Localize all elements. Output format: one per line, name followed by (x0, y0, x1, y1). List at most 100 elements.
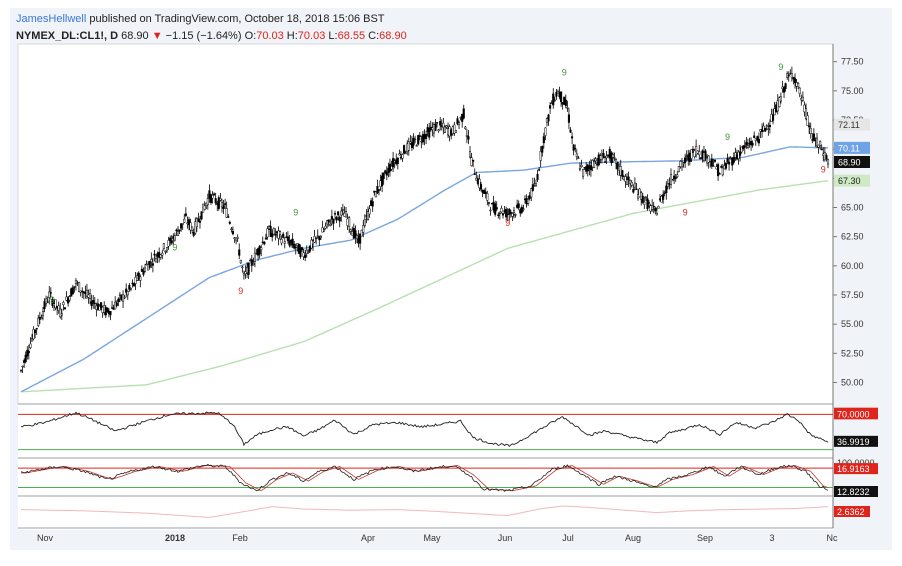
candle-body (574, 148, 577, 150)
author-link[interactable]: JamesHellwell (16, 13, 87, 25)
candle-body (616, 162, 619, 170)
open-value: 70.03 (256, 30, 284, 42)
candle-body (231, 230, 235, 235)
candle-body (751, 142, 754, 146)
candle-body (555, 91, 558, 97)
x-tick-label: 2018 (165, 533, 185, 543)
candle-body (415, 145, 418, 147)
x-tick-label: May (423, 533, 441, 543)
osc-pane[interactable]: 2.6362 (21, 505, 870, 518)
stoch-upper-label: 100.0000 (837, 458, 875, 468)
price-badge-label: 70.11 (838, 143, 860, 153)
candle-body (575, 153, 578, 157)
candle-body (512, 210, 516, 213)
candle-body (59, 308, 62, 318)
price-axis[interactable]: 77.5075.0072.5070.0067.5065.0062.5060.00… (833, 57, 870, 388)
candle-body (208, 190, 211, 199)
candle-body (385, 172, 388, 176)
stoch-k-badge (834, 463, 878, 475)
candle-body (414, 138, 417, 141)
candle-body (123, 296, 126, 299)
candle-body (468, 151, 472, 158)
candle-body (382, 172, 385, 180)
x-tick-label: 3 (769, 533, 774, 543)
y-tick-label: 62.50 (841, 232, 864, 242)
candle-body (478, 178, 481, 189)
candle-body (89, 293, 92, 299)
x-tick-label: Jul (562, 533, 574, 543)
candle-body (666, 183, 669, 187)
rsi-overbought-fill (72, 412, 80, 415)
candle-body (651, 204, 654, 210)
candle-body (169, 237, 172, 241)
y-tick-label: 60.00 (841, 261, 864, 271)
symbol-name[interactable]: NYMEX_DL:CL1!, D (16, 30, 119, 42)
candle-body (403, 145, 406, 154)
candle-body (517, 203, 520, 208)
candle-body (819, 141, 822, 146)
candle-body (178, 229, 181, 232)
candle-body (484, 191, 487, 194)
candle-body (93, 302, 96, 305)
candle-body (46, 301, 49, 303)
candle-body (137, 272, 140, 280)
low-label: L: (328, 30, 338, 42)
candle-body (100, 302, 103, 308)
candle-body (790, 73, 793, 79)
candle-body (180, 223, 183, 229)
candle-body (412, 137, 415, 146)
candle-body (695, 145, 698, 156)
candle-body (753, 135, 756, 138)
candle-body (34, 330, 37, 334)
candle-body (142, 270, 145, 275)
candle-body (676, 174, 679, 177)
candle-body (359, 233, 362, 244)
candle-body (757, 139, 760, 144)
candle-body (206, 198, 209, 206)
candle-body (209, 194, 213, 203)
x-tick-label: Nc (827, 533, 838, 543)
rsi-level-badge-label: 70.0000 (837, 409, 870, 419)
candle-body (698, 151, 701, 156)
y-tick-label: 77.50 (841, 57, 864, 67)
candle-body (501, 213, 505, 216)
sequential-count-label: 9 (505, 218, 510, 228)
candle-body (577, 157, 580, 159)
candle-body (54, 299, 57, 308)
candle-body (48, 291, 51, 298)
candle-body (272, 228, 275, 235)
open-label: O: (244, 30, 257, 42)
candle-body (106, 307, 109, 312)
candle-body (655, 213, 658, 216)
candle-body (247, 262, 250, 275)
x-tick-label: Jun (498, 533, 513, 543)
candle-body (677, 166, 680, 172)
candle-body (445, 125, 448, 128)
candle-body (464, 126, 467, 129)
candle-body (549, 105, 552, 109)
candle-body (219, 198, 222, 201)
candle-body (718, 173, 721, 175)
candle-body (286, 236, 289, 242)
sequential-count-label: 9 (683, 208, 688, 218)
candle-body (522, 208, 525, 210)
candle-body (338, 217, 341, 222)
candle-body (313, 236, 316, 243)
candle-body (713, 159, 717, 162)
candle-body (671, 179, 674, 181)
sequential-count-label: 9 (821, 165, 826, 175)
candle-body (194, 221, 197, 234)
candle-body (806, 115, 809, 126)
candle-body (189, 222, 192, 231)
time-axis[interactable]: Nov 2018 Feb Apr May Jun Jul Aug Sep 3 Nc (37, 533, 838, 543)
candle-body (820, 148, 823, 151)
stoch-k-line (20, 464, 829, 492)
candle-body (812, 133, 815, 141)
sequential-count-label: 9 (562, 68, 567, 78)
candle-body (217, 197, 220, 209)
candle-body (630, 182, 633, 186)
candle-body (669, 174, 673, 185)
